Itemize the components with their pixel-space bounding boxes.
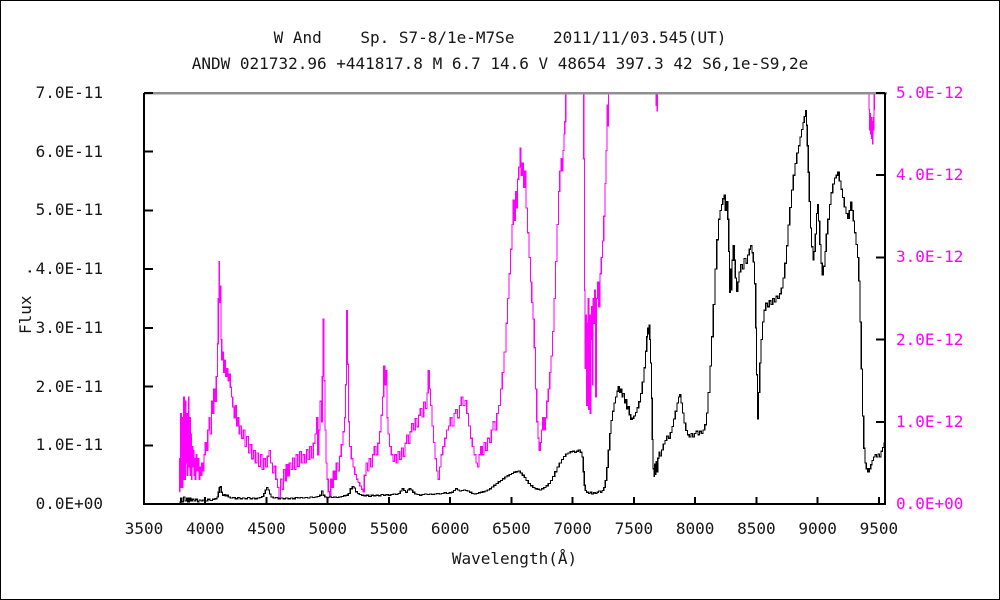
x-axis-label-wavelength: Wavelength(Å): [451, 549, 578, 568]
x-tick-label: 4500: [247, 519, 286, 538]
target-spectrum-black-curve: [179, 109, 885, 503]
y-right-tick-label: 1.0E-12: [896, 411, 964, 431]
y-right-tick-label: 2.0E-12: [896, 329, 964, 349]
x-tick-label: 4000: [185, 519, 225, 538]
x-tick-label: 7500: [614, 519, 654, 538]
x-tick-label: 5500: [369, 519, 409, 538]
x-tick-label: 8500: [737, 519, 776, 538]
y-left-tick-label: 3.0E-11: [35, 317, 103, 337]
y-left-tick-label: 4.0E-11: [35, 259, 103, 279]
x-tick-label: 3500: [124, 519, 164, 538]
x-tick-label: 9000: [798, 519, 837, 538]
x-tick-label: 9500: [859, 519, 899, 538]
y-left-tick-label: 1.0E-11: [35, 435, 103, 455]
y-left-tick-label: 5.0E-11: [35, 200, 103, 220]
y-right-tick-label: 3.0E-12: [896, 247, 964, 267]
x-tick-label: 8000: [675, 519, 715, 538]
y-right-tick-label: 5.0E-12: [896, 83, 964, 102]
y-left-tick-label: 2.0E-11: [35, 376, 103, 396]
chart-title: W And Sp. S7-8/1e-M7Se 2011/11/03.545(UT…: [273, 28, 727, 47]
x-tick-label: 6000: [430, 519, 470, 538]
y-left-tick-label: 0.0E+00: [35, 494, 103, 513]
y-right-tick-label: 0.0E+00: [896, 494, 964, 513]
comparison-spectrum-magenta-curve: [179, 93, 875, 498]
y-right-tick-label: 4.0E-12: [896, 165, 964, 185]
x-tick-label: 7000: [553, 519, 592, 538]
y-left-tick-label: 6.0E-11: [35, 141, 103, 161]
chart-subtitle: ANDW 021732.96 +441817.8 M 6.7 14.6 V 48…: [191, 54, 809, 73]
y-left-tick-label: 7.0E-11: [35, 83, 103, 102]
x-tick-label: 5000: [308, 519, 347, 538]
x-tick-label: 6500: [492, 519, 531, 538]
